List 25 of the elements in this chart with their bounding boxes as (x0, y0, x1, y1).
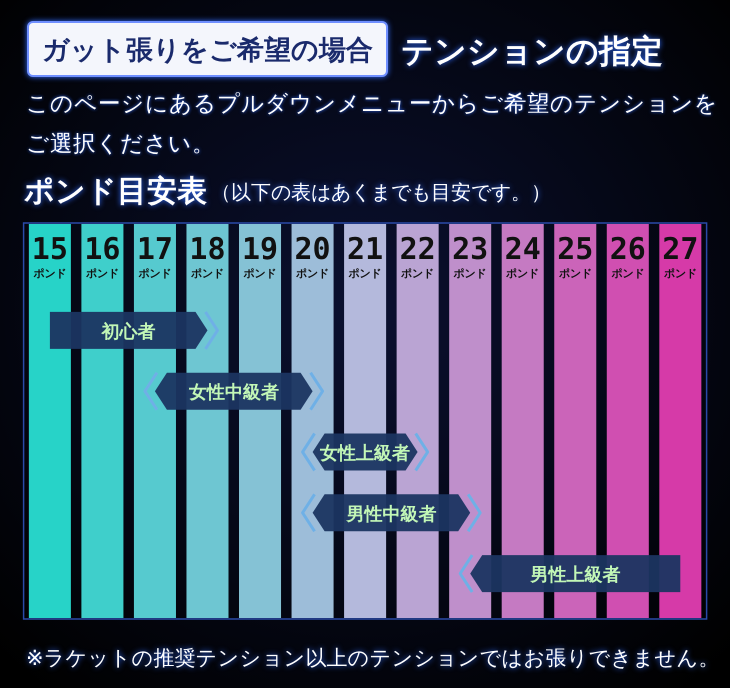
text: ポンド目安表 (24, 174, 207, 209)
text: ※ラケットの推奨テンション以上のテンションではお張りできません。 (26, 646, 720, 670)
y-tick-label: 女性中級者 (188, 382, 279, 404)
x-tick-label: 26 ポンド (610, 232, 646, 280)
x-tick-label: 27 ポンド (662, 232, 698, 280)
x-tick-label: 16 ポンド (84, 232, 120, 280)
y-tick-label: 男性中級者 (345, 504, 436, 525)
x-tick-label: 15 ポンド (32, 232, 68, 280)
x-tick-label: 24 ポンド (504, 232, 541, 280)
x-tick-label: 21 ポンド (347, 232, 384, 280)
chart-title: ガット張りをご希望の場合 (42, 35, 373, 66)
x-tick-label: 23 ポンド (452, 232, 488, 280)
x-tick-label: 18 ポンド (189, 232, 226, 280)
x-tick-label: 20 ポンド (294, 232, 331, 280)
x-tick-label: 17 ポンド (136, 232, 174, 280)
bar (50, 312, 208, 349)
text: （以下の表はあくまでも目安です。） (211, 180, 551, 204)
x-tick-label: 22 ポンド (400, 232, 436, 280)
x-tick-label: 19 ポンド (242, 232, 278, 280)
chart-subtitle: テンションの指定 (401, 32, 663, 70)
y-tick-label: 初心者 (100, 321, 156, 342)
y-tick-label: 女性上級者 (319, 443, 410, 464)
text: このページにあるプルダウンメニューからご希望のテンションをご選択ください。 (26, 90, 719, 159)
x-tick-label: 25 ポンド (557, 232, 594, 280)
y-tick-label: 男性上級者 (529, 564, 620, 586)
